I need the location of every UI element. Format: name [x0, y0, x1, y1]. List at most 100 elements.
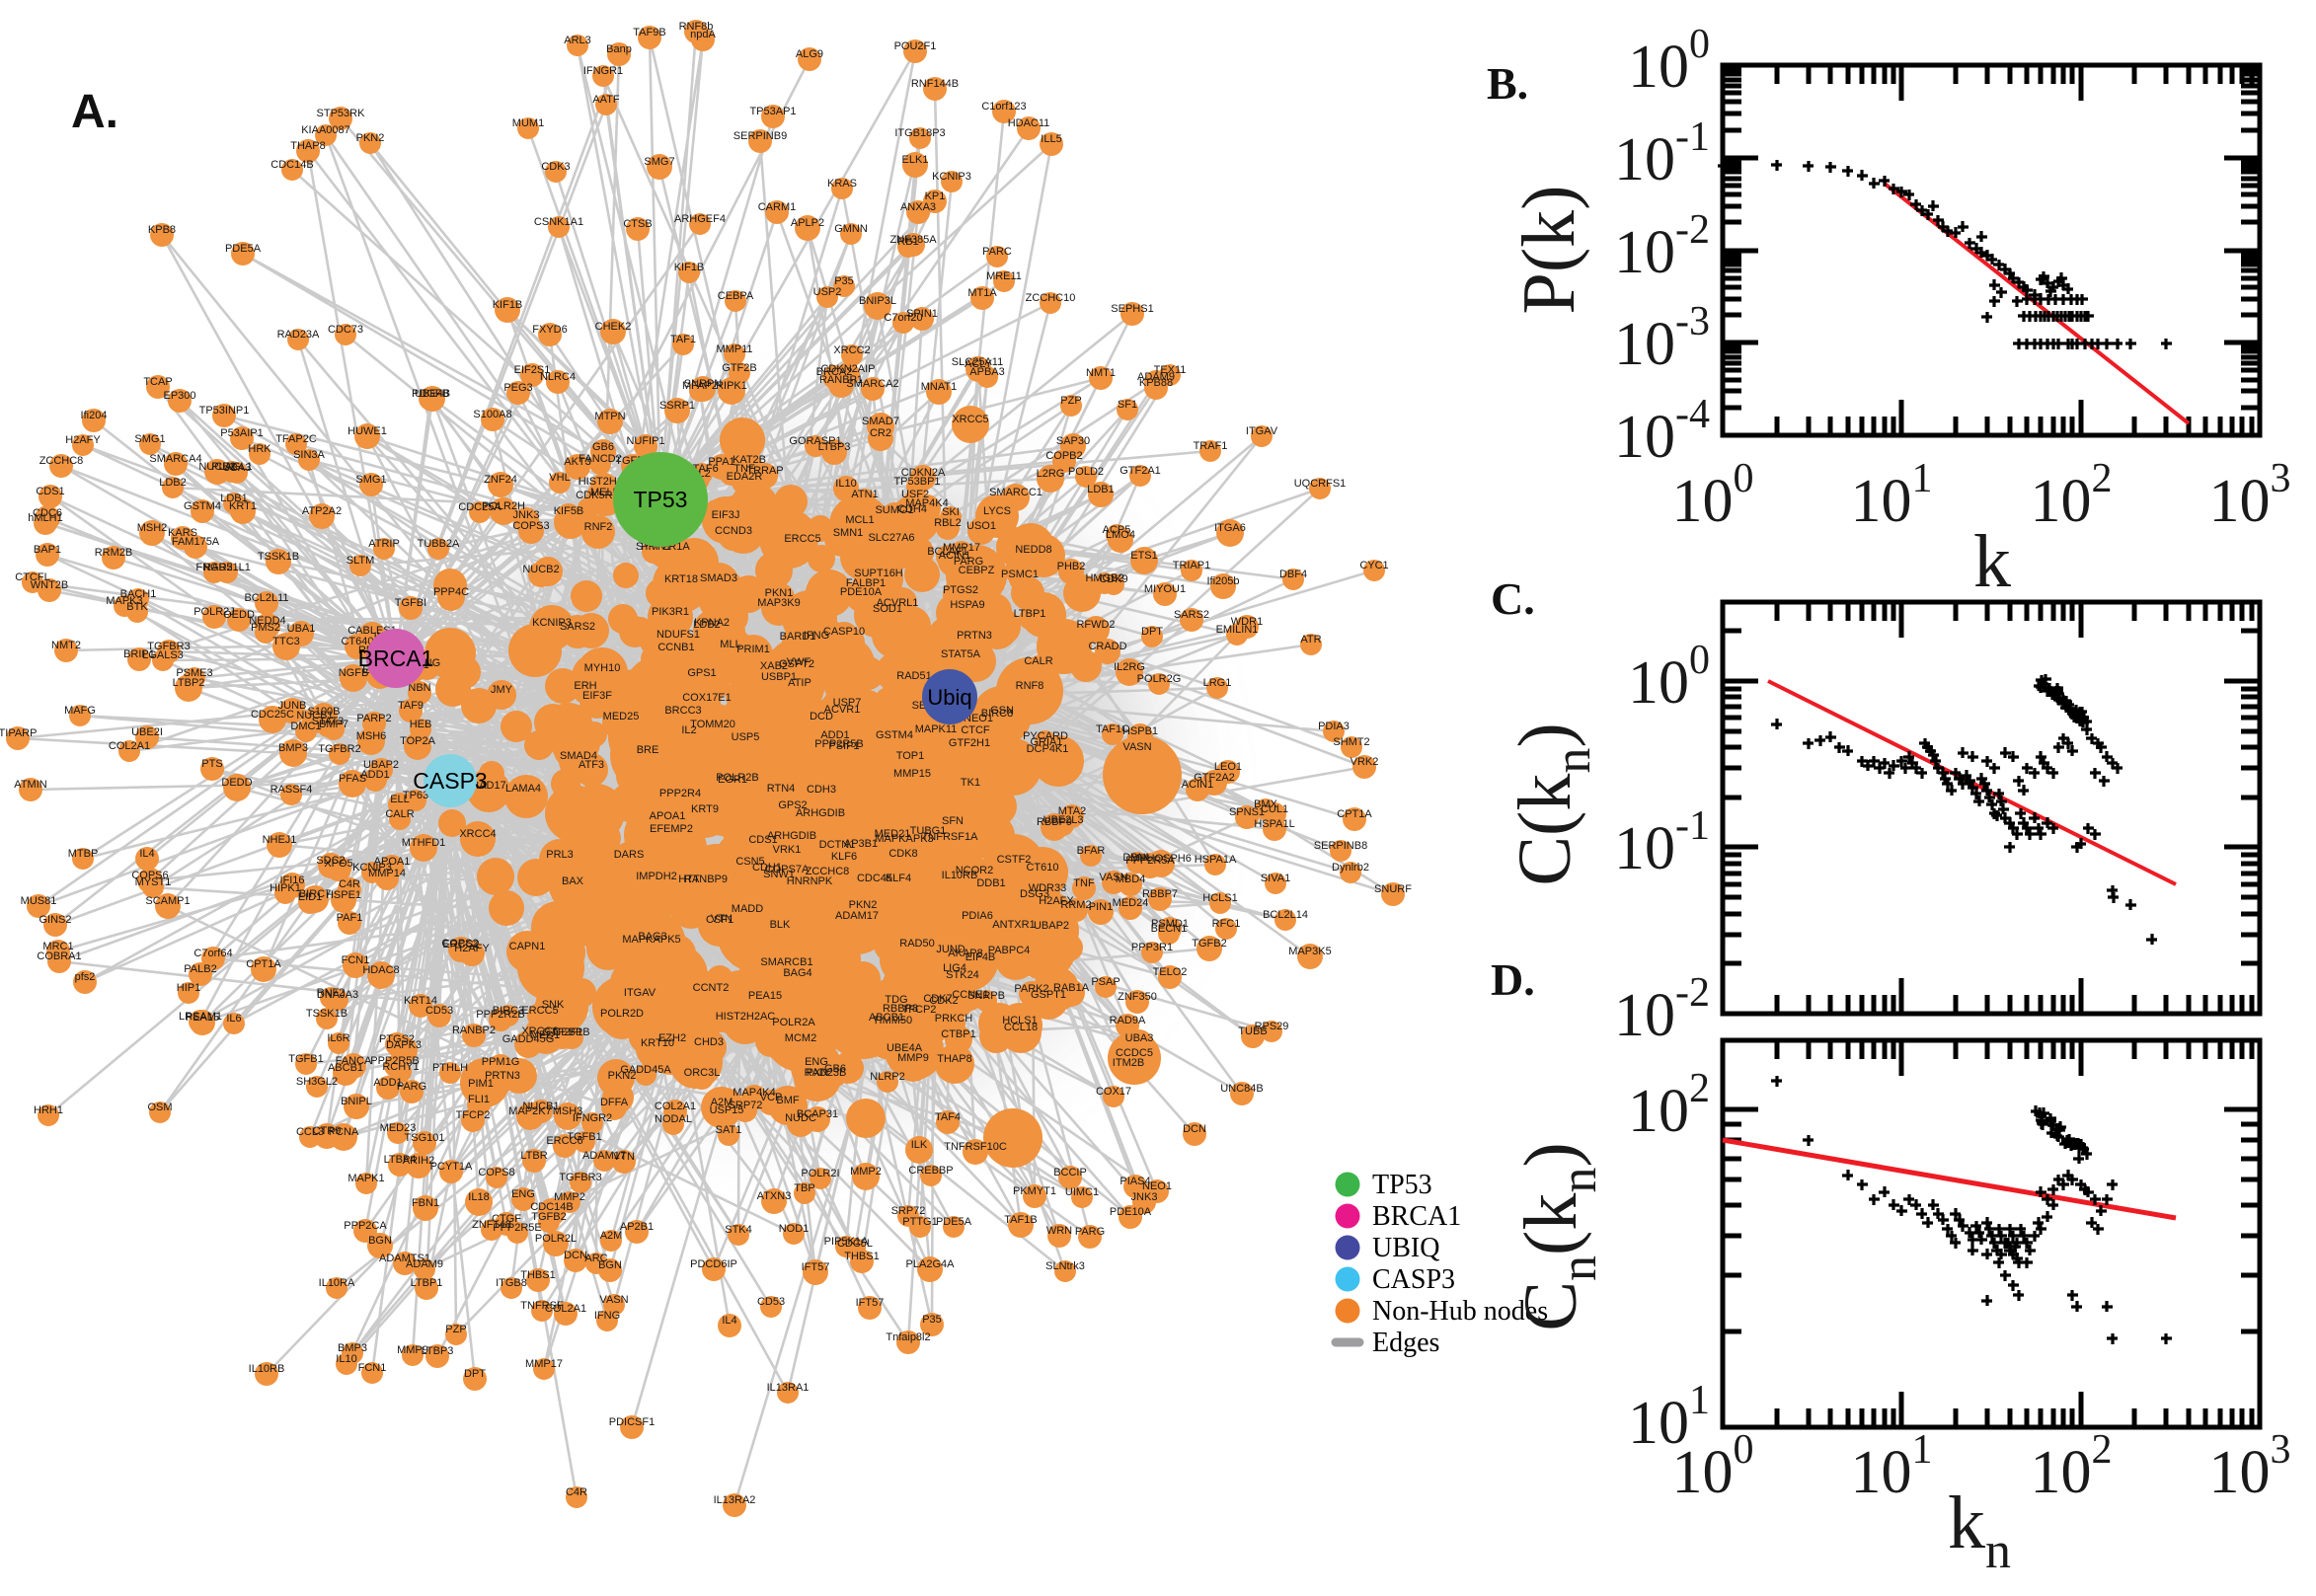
svg-text:XRCC4: XRCC4: [459, 828, 496, 840]
svg-text:MUS81: MUS81: [21, 895, 57, 907]
svg-text:MAPKAPK5: MAPKAPK5: [622, 934, 680, 946]
svg-text:JUND: JUND: [936, 944, 965, 955]
svg-text:MSH3: MSH3: [553, 1105, 583, 1117]
svg-text:PLA2G4A: PLA2G4A: [906, 1258, 956, 1270]
svg-text:RBL2: RBL2: [934, 517, 962, 529]
svg-text:RBBP7: RBBP7: [1142, 888, 1178, 900]
svg-text:IMPDH2: IMPDH2: [636, 871, 677, 882]
svg-text:TAF4: TAF4: [935, 1111, 961, 1123]
svg-text:POU2F1: POU2F1: [894, 40, 937, 52]
svg-text:P35: P35: [922, 1314, 942, 1326]
svg-text:CDKN2AIP: CDKN2AIP: [820, 363, 875, 375]
svg-text:S100B: S100B: [307, 706, 340, 718]
svg-text:BAP1: BAP1: [34, 544, 61, 556]
svg-text:TFCP2: TFCP2: [902, 1004, 937, 1016]
svg-text:LTBR: LTBR: [520, 1150, 547, 1162]
svg-text:SMN1: SMN1: [833, 527, 864, 539]
svg-text:ITGAV: ITGAV: [1246, 425, 1278, 437]
svg-text:DNAJA3: DNAJA3: [317, 989, 358, 1001]
svg-text:MED24: MED24: [1113, 897, 1149, 909]
svg-text:DMC1: DMC1: [290, 721, 321, 732]
svg-text:CARM1: CARM1: [758, 201, 797, 213]
svg-text:PPP2R5B: PPP2R5B: [814, 738, 864, 750]
svg-text:CTCFL: CTCFL: [15, 571, 49, 583]
svg-text:HDAC8: HDAC8: [362, 964, 399, 976]
svg-text:PPP2R5B: PPP2R5B: [370, 1055, 420, 1067]
svg-text:BIRC8: BIRC8: [981, 708, 1013, 720]
svg-text:RASSF4: RASSF4: [270, 784, 313, 796]
svg-text:ZNF385A: ZNF385A: [889, 234, 937, 246]
svg-text:TTC3: TTC3: [272, 636, 300, 647]
svg-text:EIF4B: EIF4B: [965, 951, 996, 963]
svg-text:UBE4A: UBE4A: [887, 1042, 923, 1054]
svg-text:CSTF2: CSTF2: [997, 854, 1032, 866]
svg-text:SCAMP1: SCAMP1: [145, 895, 190, 907]
svg-text:TNFRSF10C: TNFRSF10C: [944, 1141, 1007, 1153]
svg-text:ZNF24: ZNF24: [484, 474, 517, 486]
svg-text:H2AFY: H2AFY: [65, 434, 101, 446]
svg-text:CDC25C: CDC25C: [251, 709, 294, 721]
svg-text:ILL5: ILL5: [1041, 133, 1061, 145]
svg-text:MAPKAPK3: MAPKAPK3: [875, 833, 933, 845]
svg-text:COX17: COX17: [1096, 1086, 1131, 1098]
svg-text:MCM2: MCM2: [785, 1032, 816, 1044]
svg-text:LDB1: LDB1: [220, 493, 248, 504]
svg-text:PMS2: PMS2: [251, 622, 280, 634]
svg-text:FANCA: FANCA: [336, 1055, 372, 1067]
svg-text:FLI1: FLI1: [468, 1094, 490, 1105]
svg-text:SHMT2: SHMT2: [1333, 736, 1369, 748]
svg-text:AATF: AATF: [592, 94, 620, 106]
svg-text:GSPT1: GSPT1: [1031, 989, 1066, 1001]
svg-text:HRH1: HRH1: [34, 1104, 63, 1116]
svg-text:IL10RB: IL10RB: [942, 870, 978, 881]
svg-text:ITM2B: ITM2B: [1113, 1057, 1144, 1069]
svg-text:MCL1: MCL1: [845, 514, 874, 526]
svg-text:PRKCH: PRKCH: [935, 1013, 973, 1025]
svg-text:PARC: PARC: [982, 246, 1012, 258]
svg-text:SOD1: SOD1: [873, 603, 902, 615]
svg-text:LDB1: LDB1: [1087, 484, 1115, 495]
svg-text:RAD9A: RAD9A: [1110, 1015, 1146, 1026]
svg-text:PRTN3: PRTN3: [485, 1070, 520, 1082]
svg-text:PARP2: PARP2: [356, 713, 391, 724]
svg-text:RCHY1: RCHY1: [382, 1061, 419, 1073]
svg-text:IL13RA1: IL13RA1: [767, 1382, 810, 1394]
svg-text:TAF9: TAF9: [398, 700, 424, 712]
svg-text:PCYT1A: PCYT1A: [430, 1161, 473, 1173]
svg-text:DPT: DPT: [464, 1368, 486, 1380]
svg-text:ZNF148: ZNF148: [472, 1219, 511, 1231]
svg-text:IFT57: IFT57: [856, 1297, 885, 1309]
svg-text:TOP1: TOP1: [896, 750, 925, 762]
svg-text:HEB: HEB: [410, 719, 432, 730]
svg-text:PPP3R1: PPP3R1: [1131, 942, 1173, 953]
svg-text:KPB88: KPB88: [1139, 377, 1173, 389]
svg-text:PKN2: PKN2: [608, 1070, 637, 1082]
svg-text:CREBBP: CREBBP: [908, 1165, 953, 1177]
svg-text:VASN: VASN: [1122, 741, 1151, 753]
svg-text:IL10: IL10: [336, 1353, 356, 1365]
svg-text:DBNL: DBNL: [1122, 852, 1151, 864]
svg-text:CDK5R1: CDK5R1: [576, 490, 618, 501]
svg-text:TNFRSF1A: TNFRSF1A: [922, 831, 979, 843]
svg-text:MRE11: MRE11: [986, 270, 1022, 282]
svg-text:CDC14B: CDC14B: [270, 159, 313, 171]
svg-text:COX17E1: COX17E1: [682, 692, 732, 704]
svg-text:PARG: PARG: [1075, 1226, 1105, 1238]
svg-text:MSH6: MSH6: [356, 730, 387, 742]
svg-text:P(k): P(k): [1507, 186, 1590, 315]
svg-text:GSPT2: GSPT2: [779, 658, 814, 670]
svg-text:ALG9: ALG9: [796, 48, 823, 60]
svg-text:FANCD2: FANCD2: [579, 453, 621, 465]
svg-text:BGN: BGN: [598, 1259, 622, 1271]
svg-text:LTBP3: LTBP3: [422, 1345, 454, 1357]
svg-text:P53AIP1: P53AIP1: [220, 427, 263, 439]
svg-text:VRK1: VRK1: [773, 844, 802, 856]
svg-text:CTR9: CTR9: [313, 1125, 342, 1137]
svg-text:SMARCC1: SMARCC1: [989, 487, 1042, 498]
svg-text:BARD1: BARD1: [780, 631, 816, 643]
svg-text:POLR2B: POLR2B: [716, 772, 758, 784]
svg-text:GTF2A2: GTF2A2: [1194, 772, 1235, 784]
svg-text:KARS: KARS: [168, 527, 197, 539]
svg-text:WRN: WRN: [1046, 1225, 1072, 1237]
svg-text:CASP10: CASP10: [823, 626, 865, 638]
